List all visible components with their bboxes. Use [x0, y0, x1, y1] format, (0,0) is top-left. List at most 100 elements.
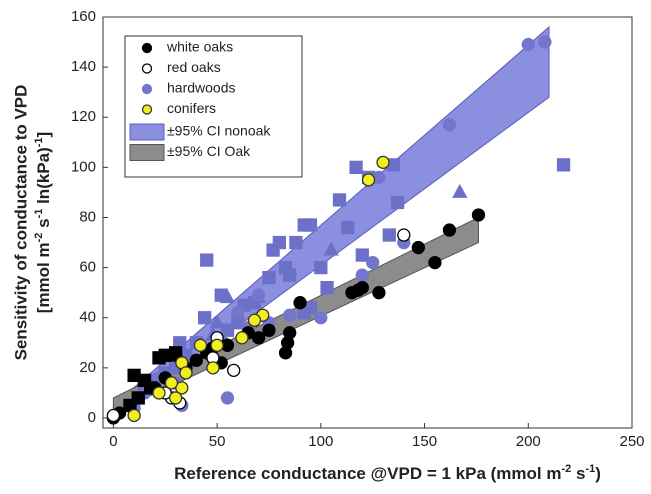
point [278, 260, 293, 275]
point [262, 323, 276, 337]
point [442, 223, 457, 237]
point [235, 331, 249, 345]
label-part: [mmol m [34, 242, 53, 313]
y-tick-label: 100 [71, 158, 96, 175]
legend-swatch [129, 123, 165, 141]
point [390, 195, 405, 210]
point [189, 353, 204, 367]
legend-marker [141, 42, 153, 54]
point [521, 37, 535, 52]
point [341, 220, 355, 235]
point [219, 289, 236, 304]
point [355, 268, 369, 282]
point [168, 391, 183, 405]
x-axis-label: Reference conductance @VPD = 1 kPa (mmol… [174, 463, 601, 484]
point [293, 296, 307, 310]
point [349, 160, 363, 175]
y-tick-label: 80 [79, 208, 96, 225]
point [452, 183, 468, 198]
legend-label: conifers [167, 100, 216, 116]
point [193, 338, 208, 352]
superscript: -1 [33, 209, 45, 219]
label-part: ) [595, 464, 601, 483]
point [106, 408, 121, 423]
legend-label: ±95% CI nonoak [167, 123, 271, 139]
y-tick-label: 160 [71, 8, 96, 25]
y-tick-label: 120 [71, 108, 96, 125]
point [323, 241, 339, 256]
superscript: -1 [33, 137, 45, 147]
point [382, 228, 396, 242]
y-axis-label: Sensitivity of conductance to VPD [11, 85, 30, 361]
label-part: Reference conductance @VPD = 1 kPa (mmol… [174, 464, 561, 483]
point [471, 208, 486, 222]
point [231, 306, 245, 320]
label-part: s [571, 464, 585, 483]
point [411, 240, 425, 255]
point [247, 313, 262, 327]
point [376, 155, 390, 170]
y-tick-label: 60 [79, 259, 96, 276]
point [210, 338, 224, 352]
point [366, 255, 380, 270]
point [372, 286, 386, 300]
point [355, 248, 369, 262]
x-tick-label: 150 [412, 433, 437, 450]
point [283, 326, 297, 340]
y-tick-label: 40 [79, 309, 96, 326]
x-tick-label: 200 [516, 433, 541, 450]
legend-swatch [129, 144, 165, 161]
point [179, 366, 193, 380]
point [320, 281, 334, 295]
point [227, 363, 241, 378]
legend-marker [141, 104, 153, 115]
point [289, 235, 303, 250]
point [200, 253, 214, 267]
x-tick-label: 0 [109, 433, 117, 450]
point [314, 260, 328, 275]
superscript: -2 [33, 233, 45, 243]
point [127, 408, 141, 423]
label-part: ln(kPa) [34, 147, 53, 208]
legend-label: red oaks [167, 59, 221, 75]
point [332, 193, 347, 207]
point [283, 308, 297, 322]
y-tick-label: 0 [88, 409, 96, 426]
point [251, 331, 266, 345]
point [198, 311, 212, 325]
point [355, 281, 369, 295]
y-axis-label: [mmol m-2 s-1 ln(kPa)-1] [33, 132, 54, 313]
point [266, 243, 280, 257]
legend-marker [141, 63, 153, 74]
point [220, 323, 235, 337]
point [442, 118, 457, 132]
point [428, 255, 442, 270]
point [361, 173, 376, 187]
point [175, 381, 189, 395]
point [556, 158, 571, 172]
legend-marker [141, 83, 153, 95]
point [538, 35, 552, 49]
legend-label: hardwoods [167, 80, 236, 96]
point [251, 288, 266, 302]
point [220, 391, 235, 405]
point [314, 311, 328, 325]
plot-frame [102, 16, 633, 429]
point [297, 218, 311, 232]
y-tick-label: 20 [79, 359, 96, 376]
point [164, 376, 179, 390]
legend-label: ±95% CI Oak [167, 143, 251, 159]
point [152, 386, 166, 400]
point [262, 270, 276, 285]
superscript: -2 [561, 463, 571, 475]
label-part: ] [34, 132, 53, 138]
x-tick-label: 100 [308, 433, 333, 450]
legend-label: white oaks [166, 39, 233, 55]
y-tick-label: 140 [71, 58, 96, 75]
superscript: -1 [585, 463, 595, 475]
x-tick-label: 50 [209, 433, 226, 450]
point [209, 314, 225, 329]
point [206, 361, 220, 375]
